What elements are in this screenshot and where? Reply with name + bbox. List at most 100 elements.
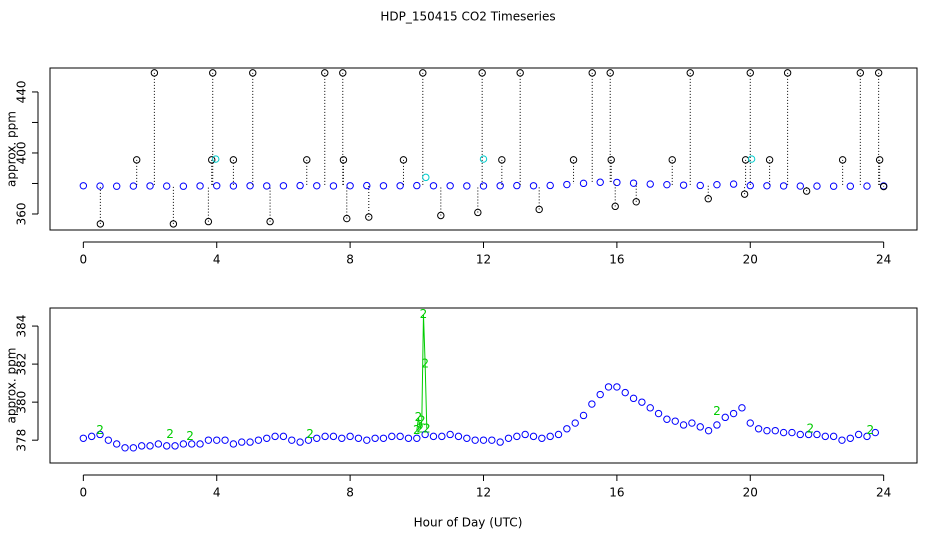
data-point (363, 436, 371, 444)
data-point (554, 430, 563, 439)
data-point (779, 182, 788, 190)
data-point (829, 432, 838, 441)
data-point: 2 (415, 410, 423, 424)
data-point (266, 217, 274, 226)
data-point (121, 444, 129, 452)
data-point (112, 440, 121, 448)
data-point (746, 69, 754, 77)
data-point (96, 182, 104, 190)
data-point (813, 182, 821, 190)
data-point (413, 181, 421, 190)
data-point (738, 404, 746, 412)
y-axis-label: approx. ppm (5, 111, 19, 187)
data-point (471, 436, 479, 444)
data-point (249, 69, 257, 77)
data-point (813, 430, 821, 439)
x-tick-label: 0 (80, 253, 88, 267)
data-point (321, 432, 329, 441)
data-point (221, 436, 229, 444)
data-point (740, 190, 749, 198)
data-point (569, 156, 578, 164)
data-point (396, 432, 404, 441)
chart-title: HDP_150415 CO2 Timeseries (380, 10, 555, 24)
data-point (379, 434, 388, 442)
data-point (213, 182, 221, 190)
data-point (379, 182, 388, 190)
data-point (856, 69, 865, 77)
data-point: 2 (418, 414, 426, 428)
data-point (150, 69, 159, 77)
data-point (613, 178, 621, 187)
data-point (238, 438, 246, 446)
data-point (679, 181, 688, 189)
data-point: 2 (420, 307, 428, 321)
data-point (338, 434, 346, 442)
data-point (263, 182, 271, 190)
data-point (521, 430, 529, 439)
data-point (304, 436, 313, 444)
data-point (479, 155, 488, 163)
data-point (354, 434, 363, 442)
x-tick-label: 24 (876, 253, 891, 267)
data-point (529, 432, 538, 441)
data-point (606, 69, 614, 77)
data-point (663, 180, 671, 189)
data-point (496, 438, 504, 446)
data-point (204, 436, 213, 444)
data-point: 2 (413, 423, 421, 437)
data-point (846, 434, 855, 442)
data-point (713, 180, 721, 189)
data-point (746, 419, 754, 427)
data-point (446, 430, 454, 439)
data-point (229, 182, 238, 190)
data-point (474, 208, 482, 217)
data-point (413, 434, 421, 442)
data-point (596, 178, 604, 186)
data-point (796, 182, 804, 190)
data-point (339, 69, 347, 77)
data-point (496, 182, 504, 190)
data-point (404, 434, 413, 442)
data-point (437, 211, 445, 220)
data-point (686, 69, 694, 77)
data-point (747, 155, 756, 163)
data-point (104, 436, 113, 444)
data-point (713, 421, 721, 429)
data-point (696, 423, 704, 431)
data-point: 2 (423, 421, 431, 435)
data-point (321, 69, 329, 77)
x-tick-label: 4 (213, 253, 221, 267)
data-point (478, 69, 486, 77)
data-point (629, 394, 638, 403)
data-point (875, 156, 884, 164)
y-tick-label: 440 (15, 80, 29, 103)
data-point (829, 182, 838, 190)
data-point (704, 195, 712, 203)
data-point (563, 180, 571, 189)
data-point (212, 155, 220, 163)
y-tick-label: 384 (15, 315, 29, 338)
data-point (396, 182, 404, 190)
data-point (654, 409, 663, 418)
data-point (646, 404, 654, 412)
data-point (399, 156, 408, 164)
data-point (668, 156, 676, 164)
data-point (546, 181, 554, 190)
data-point (463, 434, 471, 442)
data-point (313, 434, 321, 442)
data-point (371, 434, 379, 442)
data-point (146, 442, 154, 450)
data-point (632, 198, 640, 206)
data-point (346, 432, 354, 441)
data-point (621, 388, 629, 397)
data-point (529, 182, 538, 190)
series-line (416, 314, 428, 431)
data-point (446, 182, 454, 190)
data-point (779, 428, 788, 437)
data-point (763, 182, 771, 190)
data-point (271, 432, 279, 441)
data-point (607, 156, 615, 164)
data-point (538, 434, 546, 442)
data-point (783, 69, 792, 77)
